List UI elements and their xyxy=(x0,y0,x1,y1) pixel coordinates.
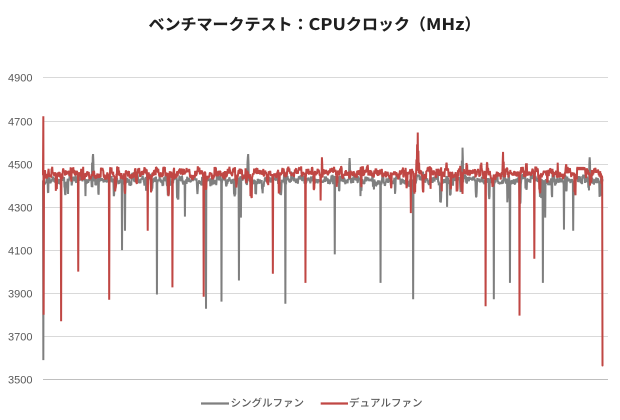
svg-text:3500: 3500 xyxy=(8,374,32,386)
svg-text:4900: 4900 xyxy=(8,72,32,84)
svg-text:3700: 3700 xyxy=(8,331,32,343)
svg-text:3900: 3900 xyxy=(8,288,32,300)
svg-text:4300: 4300 xyxy=(8,202,32,214)
svg-text:4500: 4500 xyxy=(8,159,32,171)
svg-text:4100: 4100 xyxy=(8,245,32,257)
svg-text:4700: 4700 xyxy=(8,116,32,128)
